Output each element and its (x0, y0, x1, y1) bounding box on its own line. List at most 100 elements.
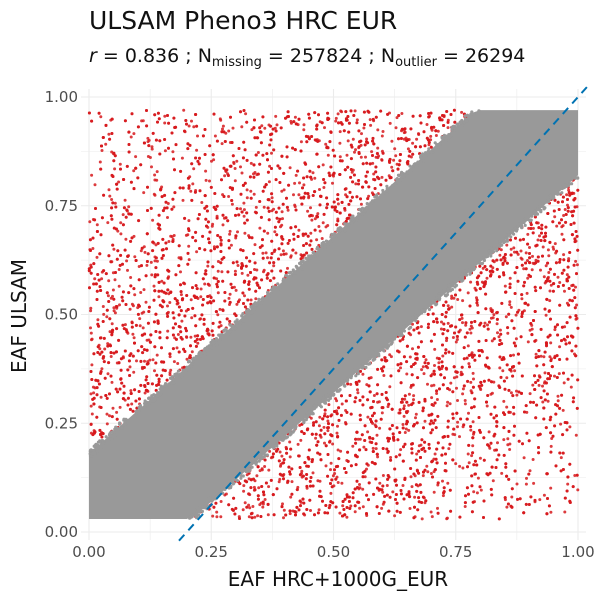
outlier-point (361, 162, 365, 166)
outlier-point (543, 398, 547, 402)
outlier-point (245, 188, 249, 192)
outlier-point (566, 198, 569, 201)
outlier-point (246, 298, 250, 302)
outlier-point (105, 291, 109, 295)
outlier-point (304, 162, 308, 166)
outlier-point (558, 260, 562, 264)
outlier-point (330, 434, 334, 438)
outlier-point (484, 339, 488, 342)
outlier-point (282, 516, 285, 520)
outlier-point (549, 431, 553, 435)
outlier-point (232, 285, 236, 289)
outlier-point (270, 151, 273, 155)
outlier-point (196, 217, 200, 221)
outlier-point (194, 271, 198, 275)
outlier-point (250, 516, 254, 520)
outlier-point (160, 289, 164, 293)
outlier-point (337, 418, 341, 422)
outlier-point (309, 476, 313, 479)
outlier-point (536, 238, 540, 242)
outlier-point (574, 344, 578, 348)
outlier-point (116, 390, 120, 394)
outlier-point (320, 121, 324, 125)
outlier-point (487, 430, 491, 434)
outlier-point (558, 406, 562, 410)
outlier-point (427, 322, 430, 326)
outlier-point (445, 404, 449, 408)
outlier-point (211, 265, 215, 269)
outlier-point (230, 202, 234, 206)
outlier-point (514, 313, 518, 317)
outlier-point (194, 230, 198, 234)
outlier-point (133, 293, 137, 297)
outlier-point (330, 478, 334, 482)
outlier-point (133, 255, 137, 259)
outlier-point (220, 178, 223, 182)
outlier-point (539, 239, 543, 242)
outlier-point (145, 389, 149, 393)
outlier-point (305, 464, 309, 468)
outlier-point (399, 492, 403, 496)
outlier-point (533, 339, 537, 343)
outlier-point (216, 280, 220, 283)
outlier-point (348, 507, 352, 510)
outlier-point (411, 322, 414, 326)
outlier-point (382, 500, 386, 504)
outlier-point (172, 116, 176, 120)
outlier-point (544, 426, 548, 430)
outlier-point (106, 294, 110, 298)
outlier-point (290, 467, 294, 471)
outlier-point (249, 486, 253, 490)
outlier-point (528, 328, 532, 332)
outlier-point (337, 121, 340, 125)
outlier-point (407, 403, 411, 407)
outlier-point (509, 354, 513, 358)
outlier-point (433, 372, 436, 376)
outlier-point (544, 313, 548, 317)
outlier-point (155, 353, 159, 357)
outlier-point (436, 506, 439, 510)
outlier-point (529, 322, 533, 325)
outlier-point (216, 269, 220, 273)
outlier-point (154, 266, 158, 270)
outlier-point (188, 354, 192, 358)
outlier-point (497, 275, 501, 279)
outlier-point (549, 374, 552, 378)
outlier-point (375, 392, 379, 396)
outlier-point (208, 144, 212, 148)
outlier-point (280, 242, 284, 246)
outlier-point (453, 331, 456, 335)
outlier-point (534, 244, 538, 248)
outlier-point (87, 111, 91, 115)
outlier-point (380, 358, 384, 362)
outlier-point (352, 173, 356, 177)
outlier-point (486, 443, 490, 447)
outlier-point (264, 481, 268, 485)
outlier-point (187, 124, 191, 128)
outlier-point (323, 414, 326, 418)
outlier-point (235, 159, 239, 163)
outlier-point (336, 219, 340, 223)
outlier-point (239, 248, 243, 252)
outlier-point (373, 187, 377, 190)
outlier-point (332, 171, 336, 175)
outlier-point (230, 141, 234, 144)
outlier-point (503, 496, 507, 500)
outlier-point (343, 497, 347, 501)
outlier-point (113, 154, 117, 158)
outlier-point (181, 198, 185, 202)
outlier-point (253, 488, 257, 492)
outlier-point (419, 340, 423, 344)
outlier-point (537, 226, 541, 230)
outlier-point (551, 220, 555, 224)
outlier-point (321, 221, 325, 225)
outlier-point (267, 218, 271, 222)
outlier-point (132, 370, 136, 374)
outlier-point (114, 271, 117, 274)
outlier-point (451, 416, 455, 420)
outlier-point (134, 399, 138, 403)
outlier-point (99, 233, 103, 237)
outlier-point (561, 408, 565, 412)
outlier-point (206, 282, 210, 286)
outlier-point (253, 171, 257, 174)
